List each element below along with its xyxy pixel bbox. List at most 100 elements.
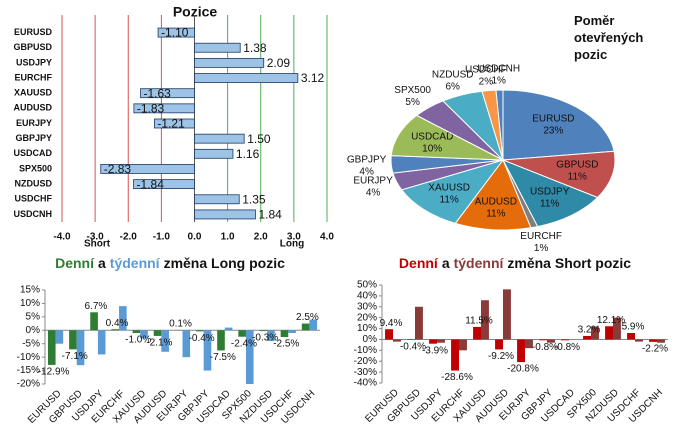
value-label: 5.9% xyxy=(622,322,645,333)
y-tick-label: -10% xyxy=(354,345,377,356)
y-tick-label: -5% xyxy=(22,338,40,349)
bar xyxy=(194,133,245,144)
value-label: -1.84 xyxy=(137,177,165,191)
slice-label: GBPJPY 4% xyxy=(347,154,387,177)
value-label: -9.2% xyxy=(488,351,514,362)
title-text: změna Short pozic xyxy=(507,255,631,271)
bar xyxy=(76,330,85,366)
slice-label: USDCAD 10% xyxy=(411,131,453,154)
value-label: 2.5% xyxy=(296,312,319,323)
bar xyxy=(196,330,204,332)
value-label: -1.83 xyxy=(137,102,165,116)
bar xyxy=(657,339,665,343)
value-label: -2.1% xyxy=(146,338,172,349)
bar xyxy=(224,327,233,331)
slice-value: 4% xyxy=(359,166,374,177)
bar xyxy=(635,339,643,342)
value-label: -2.83 xyxy=(104,162,132,176)
slice-label: XAUUSD 11% xyxy=(428,182,470,205)
bar xyxy=(481,300,489,340)
slice-label: AUDUSD 11% xyxy=(475,196,517,219)
category-label: NZDUSD xyxy=(15,178,53,188)
bar xyxy=(153,330,162,336)
value-label: -0.8% xyxy=(532,342,558,353)
pie-slice xyxy=(502,150,616,199)
slice-value: 23% xyxy=(543,125,563,136)
bar xyxy=(194,57,265,68)
value-label: -2.5% xyxy=(273,339,299,350)
category-label: USDJPY xyxy=(16,57,52,67)
bar xyxy=(627,333,635,340)
annotation: Long xyxy=(280,239,304,250)
value-label: -0.3% xyxy=(252,333,278,344)
bar xyxy=(217,330,225,351)
bar xyxy=(182,330,191,358)
bar xyxy=(385,329,393,340)
bar xyxy=(649,339,657,342)
value-label: 1.16 xyxy=(236,147,260,161)
pie-slice xyxy=(454,158,532,231)
value-label: 1.50 xyxy=(247,132,271,146)
bar xyxy=(69,330,77,350)
chart-title: Denní a týdenní změna Long pozic xyxy=(55,255,285,271)
title-series: Denní xyxy=(55,255,95,271)
bar xyxy=(140,88,195,99)
bar xyxy=(203,330,212,371)
slice-name: USDJPY xyxy=(530,186,570,197)
value-label: 2.09 xyxy=(267,56,291,70)
bar xyxy=(133,179,195,190)
chart-title: Pozice xyxy=(173,4,218,20)
bar xyxy=(473,326,481,340)
bar xyxy=(154,118,195,129)
x-tick-label: 2.0 xyxy=(254,232,268,243)
value-label: -3.9% xyxy=(422,345,448,356)
bar xyxy=(451,339,459,371)
bar xyxy=(259,330,268,332)
bar xyxy=(547,339,555,343)
slice-value: 11% xyxy=(568,171,587,182)
category-label: XAUUSD xyxy=(14,88,53,98)
chart-title: Denní a týdenní změna Short pozic xyxy=(399,255,631,271)
bar xyxy=(245,330,254,384)
y-tick-label: 20% xyxy=(357,312,377,323)
bar xyxy=(267,330,275,342)
value-label: -0.8% xyxy=(554,342,580,353)
title-series: týdenní xyxy=(110,255,161,271)
x-tick-label: 0.0 xyxy=(188,232,202,243)
annotation: Short xyxy=(84,239,111,250)
bar xyxy=(194,209,256,220)
y-tick-label: -20% xyxy=(17,379,40,390)
y-tick-label: 5% xyxy=(26,311,41,322)
value-label: 3.2% xyxy=(578,325,601,336)
bar xyxy=(591,326,599,340)
slice-name: NZDUSD xyxy=(432,69,474,80)
value-label: 0.4% xyxy=(106,318,129,329)
x-tick-label: 3.0 xyxy=(287,232,301,243)
slice-value: 1% xyxy=(491,75,506,86)
bar xyxy=(503,289,511,340)
y-tick-label: 0% xyxy=(26,325,41,336)
bar xyxy=(140,330,148,339)
slice-name: USDCHF xyxy=(465,64,507,75)
bar xyxy=(605,326,613,340)
value-label: -1.63 xyxy=(144,86,172,100)
bar xyxy=(525,339,533,349)
slice-label: EURCHF 1% xyxy=(520,231,562,254)
value-label: -7.5% xyxy=(210,352,236,363)
value-label: 12.1% xyxy=(597,315,625,326)
slice-label: EURUSD 23% xyxy=(532,113,574,136)
slice-value: 5% xyxy=(405,97,420,108)
category-label: SPX500 xyxy=(19,163,52,173)
x-tick-label: -2.0 xyxy=(120,232,138,243)
bar xyxy=(561,339,569,341)
value-label: -2.2% xyxy=(642,343,668,354)
value-label: -12.9% xyxy=(38,367,70,378)
title-series: Denní xyxy=(399,255,439,271)
bar xyxy=(301,323,310,331)
slice-label: NZDUSD 6% xyxy=(432,69,474,92)
slice-value: 2% xyxy=(479,76,494,87)
category-label: USDCNH xyxy=(13,209,52,219)
value-label: -20.8% xyxy=(507,364,539,375)
bar xyxy=(194,42,241,53)
